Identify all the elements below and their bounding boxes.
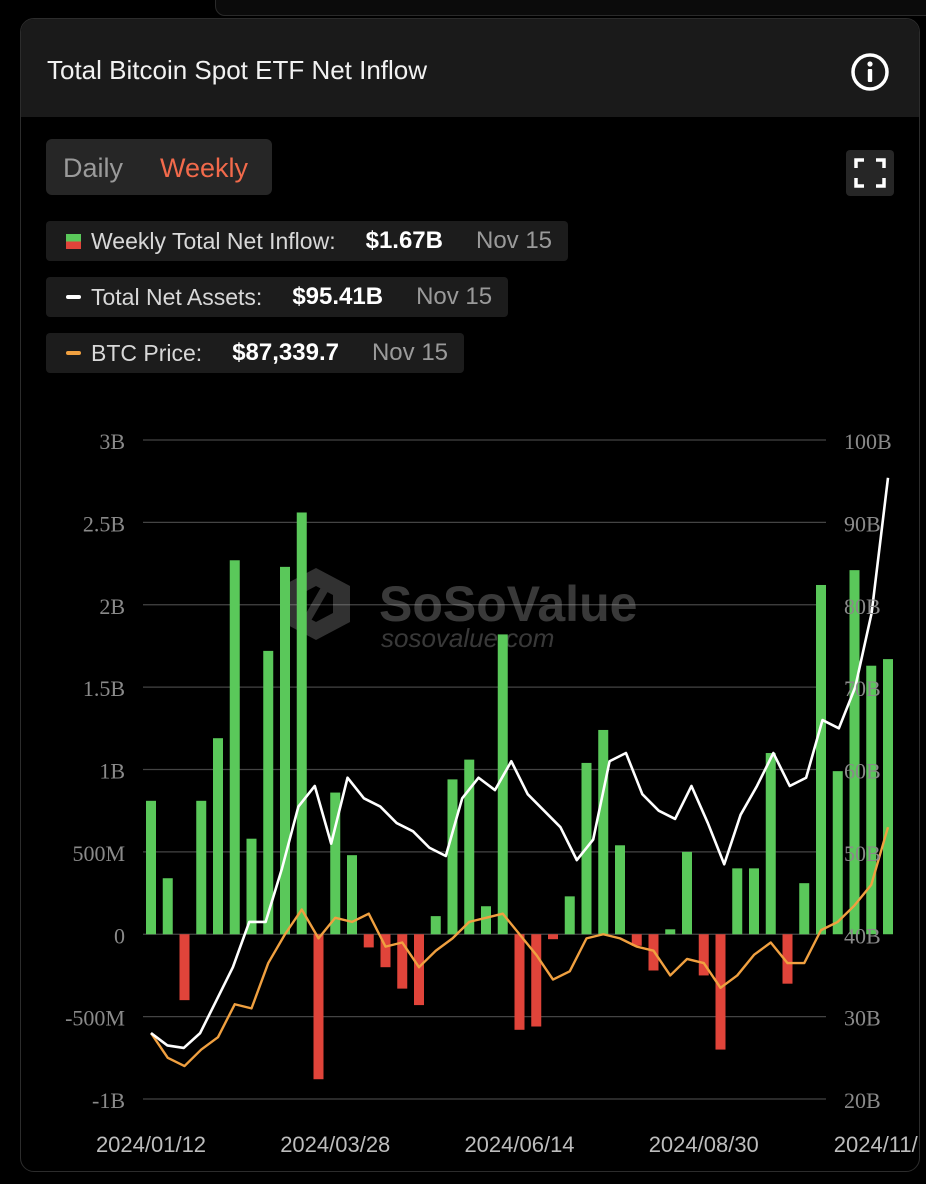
fullscreen-icon[interactable] — [846, 150, 894, 196]
x-tick-label: 2024/08/30 — [649, 1132, 759, 1157]
total-net-assets-line — [150, 477, 890, 1050]
x-tick-label: 2024/06/14 — [464, 1132, 574, 1157]
inflow-chart: SoSoValue sosovalue.com 3B 100B 2.5B 90B 2B 8… — [65, 429, 919, 1157]
assets-swatch — [66, 295, 81, 299]
inflow-bar — [598, 729, 609, 935]
inflow-bar — [430, 916, 441, 935]
inflow-bar — [280, 566, 290, 935]
watermark-url: sosovalue.com — [381, 623, 554, 653]
inflow-bar — [765, 753, 776, 935]
inflow-bar — [146, 800, 156, 935]
y-right-tick-label: 20B — [844, 1088, 881, 1113]
inflow-bar — [380, 934, 391, 968]
x-tick-label: 2024/03/28 — [280, 1132, 390, 1157]
inflow-bar — [548, 934, 558, 940]
watermark-name: SoSoValue — [379, 576, 637, 632]
btc-price-line — [150, 826, 890, 1068]
inflow-bar — [363, 934, 374, 948]
y-right-tick-label: 90B — [844, 511, 881, 536]
legend-label: Weekly Total Net Inflow: — [91, 227, 336, 254]
legend-value: $87,339.7 — [232, 339, 339, 366]
inflow-bar — [397, 934, 408, 989]
y-left-tick-label: 1B — [99, 759, 125, 784]
legend-btc-price: BTC Price: $87,339.7 Nov 15 — [46, 333, 465, 373]
inflow-bar — [497, 634, 508, 935]
inflow-bar — [883, 659, 893, 935]
inflow-bar — [196, 800, 207, 935]
legend-label: Total Net Assets: — [91, 283, 263, 310]
inflow-bar — [414, 934, 424, 1006]
sosovalue-logo-icon — [282, 568, 350, 640]
y-right-tick-label: 30B — [844, 1006, 881, 1031]
etf-inflow-card: Total Bitcoin Spot ETF Net Inflow Daily … — [20, 18, 920, 1172]
y-left-tick-label: 3B — [99, 429, 125, 454]
y-right-tick-label: 70B — [844, 676, 881, 701]
inflow-bar — [732, 868, 743, 935]
y-left-tick-label: -500M — [65, 1006, 125, 1031]
x-tick-label: 2024/11/15 — [834, 1132, 919, 1157]
inflow-bar — [464, 759, 475, 935]
inflow-bar — [564, 896, 575, 935]
inflow-bar — [347, 855, 357, 935]
inflow-bar — [715, 934, 726, 1050]
inflow-bar — [447, 779, 458, 935]
legend-value: $95.41B — [292, 283, 384, 310]
inflow-bar — [799, 883, 810, 935]
card-title: Total Bitcoin Spot ETF Net Inflow — [47, 55, 428, 85]
inflow-bar — [162, 878, 173, 935]
legend-date: Nov 15 — [475, 227, 553, 254]
sosovalue-watermark: SoSoValue sosovalue.com — [282, 568, 637, 653]
inflow-bar — [263, 650, 274, 935]
legend-value: $1.67B — [365, 227, 443, 254]
y-left-tick-label: 1.5B — [83, 676, 125, 701]
inflow-bar — [213, 738, 223, 935]
y-left-tick-label: 500M — [72, 841, 125, 866]
inflow-bar — [749, 868, 759, 935]
y-right-tick-label: 50B — [844, 841, 881, 866]
inflow-bar — [816, 584, 826, 935]
inflow-bar — [615, 845, 625, 935]
inflow-bar — [481, 906, 491, 935]
inflow-bar — [698, 934, 709, 976]
inflow-bar — [179, 934, 190, 1001]
top-panel-edge — [215, 0, 926, 16]
inflow-bar — [296, 512, 307, 935]
legend-date: Nov 15 — [416, 283, 493, 310]
inflow-bar — [832, 771, 843, 935]
inflow-bar — [782, 934, 793, 984]
y-left-tick-label: 0 — [114, 923, 125, 948]
inflow-bar — [631, 934, 642, 946]
inflow-bar — [330, 792, 341, 935]
period-toggle: Daily Weekly — [46, 139, 272, 195]
inflow-bar — [246, 838, 257, 935]
card-header: Total Bitcoin Spot ETF Net Inflow — [21, 19, 919, 117]
y-left-tick-label: -1B — [92, 1088, 125, 1113]
inflow-bar — [229, 560, 240, 935]
inflow-bar — [849, 570, 860, 935]
info-icon[interactable] — [849, 51, 891, 93]
inflow-swatch — [66, 233, 81, 249]
tab-daily[interactable]: Daily — [63, 153, 124, 183]
legend-net-inflow: Weekly Total Net Inflow: $1.67B Nov 15 — [46, 221, 569, 261]
y-left-tick-label: 2B — [99, 594, 125, 619]
y-left-tick-label: 2.5B — [83, 511, 125, 536]
legend-net-assets: Total Net Assets: $95.41B Nov 15 — [46, 277, 509, 317]
y-right-tick-label: 60B — [844, 759, 881, 784]
legend-date: Nov 15 — [371, 339, 449, 366]
inflow-bar — [665, 929, 676, 935]
y-right-tick-label: 80B — [844, 594, 881, 619]
x-tick-label: 2024/01/12 — [96, 1132, 206, 1157]
inflow-bar — [682, 851, 692, 935]
y-right-tick-label: 40B — [844, 923, 881, 948]
legend-label: BTC Price: — [91, 339, 203, 366]
tab-weekly[interactable]: Weekly — [160, 153, 249, 183]
inflow-bar — [531, 934, 542, 1027]
inflow-bar — [514, 934, 525, 1030]
y-right-tick-label: 100B — [844, 429, 892, 454]
inflow-bar — [866, 665, 877, 935]
inflow-bar — [313, 934, 324, 1080]
price-swatch — [66, 351, 81, 355]
